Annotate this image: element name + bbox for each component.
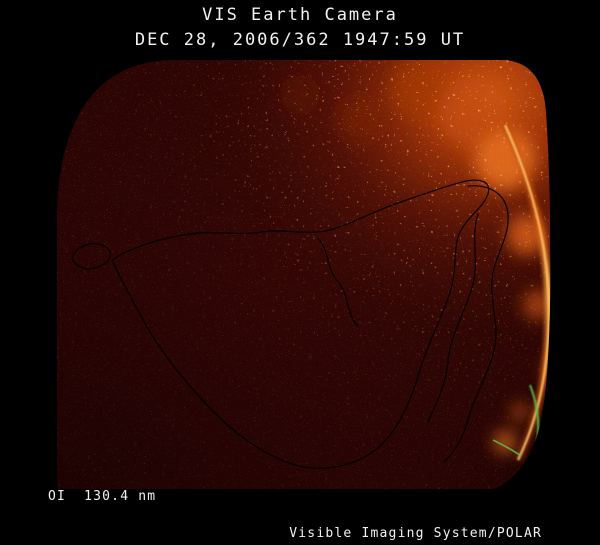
aurora-green-streak [492,439,522,457]
credit-block: Visible Imaging System/POLAR The Univers… [253,489,542,545]
wavelength-label: OI 130.4 nm [48,489,157,504]
instrument-label: Visible Imaging System/POLAR [289,526,542,541]
coastline-overlay [71,179,509,470]
image-title: VIS Earth Camera [202,5,398,25]
vignette-overlay [57,60,550,489]
image-datetime: DEC 28, 2006/362 1947:59 UT [134,30,466,50]
limb-glow-arc-core [503,124,551,461]
